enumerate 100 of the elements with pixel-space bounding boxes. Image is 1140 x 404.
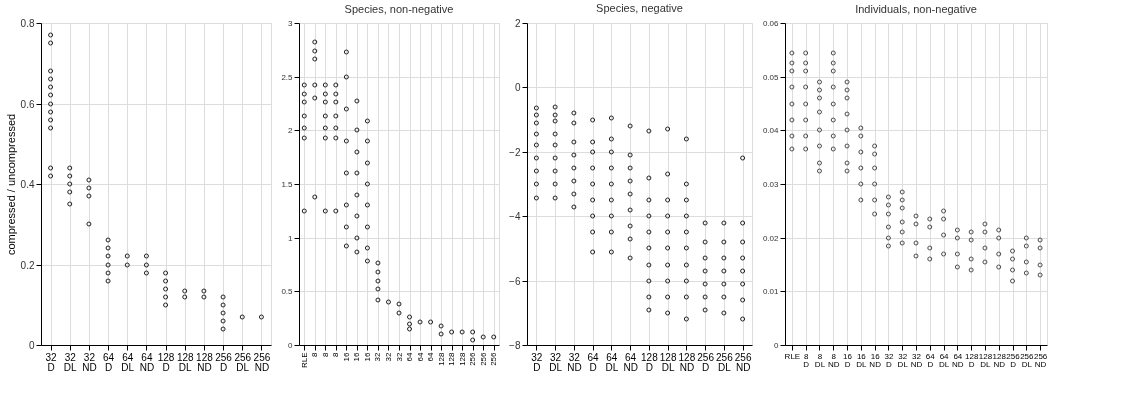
point	[740, 255, 746, 261]
point	[105, 278, 111, 284]
point	[683, 294, 689, 300]
y-tick-label: 0	[774, 340, 780, 350]
x-tick-label: 128 DL	[176, 351, 195, 373]
point	[740, 281, 746, 287]
point	[48, 117, 54, 123]
point	[816, 160, 822, 166]
x-tick-label: 8	[310, 351, 320, 357]
x-tick-label: RLE	[784, 351, 801, 361]
x-tick-label: 256 ND	[1033, 351, 1048, 369]
point	[683, 229, 689, 235]
point	[354, 192, 360, 198]
point	[333, 125, 339, 131]
point	[627, 178, 633, 184]
x-tick-label: 64 D	[925, 351, 936, 369]
point	[927, 256, 933, 262]
point	[627, 223, 633, 229]
point	[322, 135, 328, 141]
point	[954, 264, 960, 270]
x-tick-label: 32 ND	[567, 351, 582, 373]
point	[354, 170, 360, 176]
point	[941, 251, 947, 257]
point	[571, 120, 577, 126]
point	[354, 213, 360, 219]
point	[683, 181, 689, 187]
point	[844, 87, 850, 93]
x-tick-label: 16 ND	[869, 351, 882, 369]
point	[1010, 256, 1016, 262]
chart-title: Species, non-negative	[344, 3, 454, 15]
point	[982, 259, 988, 265]
point	[702, 239, 708, 245]
x-tick-label: 32	[394, 351, 404, 362]
x-tick-label: 16	[362, 351, 372, 362]
point	[721, 239, 727, 245]
point	[552, 118, 558, 124]
point	[143, 270, 149, 276]
x-tick-label: 64	[426, 351, 436, 362]
chart-title: Species, negative	[596, 2, 683, 14]
point	[885, 202, 891, 208]
point	[683, 245, 689, 251]
point	[201, 294, 207, 300]
x-tick-label: 64 DL	[938, 351, 950, 369]
point	[830, 146, 836, 152]
point	[816, 79, 822, 85]
x-tick-label: 128 ND	[678, 351, 696, 373]
point	[702, 255, 708, 261]
point	[67, 165, 73, 171]
x-tick-label: 64 DL	[121, 351, 135, 373]
point	[627, 255, 633, 261]
point	[844, 143, 850, 149]
point	[858, 165, 864, 171]
point	[1037, 237, 1043, 243]
point	[590, 139, 596, 145]
point	[354, 149, 360, 155]
x-tick-label: 16	[352, 351, 362, 362]
y-tick-label: 1.5	[281, 179, 294, 189]
point	[913, 240, 919, 246]
point	[982, 245, 988, 251]
y-axis-title: compressed / uncompressed	[4, 113, 17, 256]
x-tick-label: 64	[405, 351, 415, 362]
y-tick-label: 0	[514, 81, 521, 93]
point	[590, 229, 596, 235]
y-tick-label: −6	[509, 275, 521, 287]
point	[665, 278, 671, 284]
point	[67, 173, 73, 179]
point	[1037, 245, 1043, 251]
point	[480, 334, 486, 340]
point	[48, 125, 54, 131]
point	[301, 82, 307, 88]
point	[533, 181, 539, 187]
point	[533, 112, 539, 118]
point	[533, 105, 539, 111]
point	[105, 245, 111, 251]
point	[885, 194, 891, 200]
x-tick-label: 64 DL	[605, 351, 619, 373]
y-tick-label: 0	[288, 340, 294, 350]
point	[143, 253, 149, 259]
y-tick-label: −4	[509, 210, 521, 222]
point	[105, 237, 111, 243]
x-tick-label: 8 D	[803, 351, 810, 369]
x-tick-label: 32 ND	[910, 351, 923, 369]
y-tick-label: 0.03	[762, 179, 780, 189]
point	[301, 113, 307, 119]
point	[375, 286, 381, 292]
point	[789, 60, 795, 66]
point	[571, 204, 577, 210]
point	[163, 270, 169, 276]
point	[312, 82, 318, 88]
point	[417, 319, 423, 325]
point	[552, 112, 558, 118]
point	[322, 208, 328, 214]
point	[954, 251, 960, 257]
point	[646, 307, 652, 313]
point	[396, 301, 402, 307]
y-tick-label: 0.05	[762, 72, 780, 82]
x-tick-label: 256	[468, 351, 478, 366]
y-tick-label: 2	[514, 17, 521, 29]
point	[258, 314, 264, 320]
point	[312, 56, 318, 62]
